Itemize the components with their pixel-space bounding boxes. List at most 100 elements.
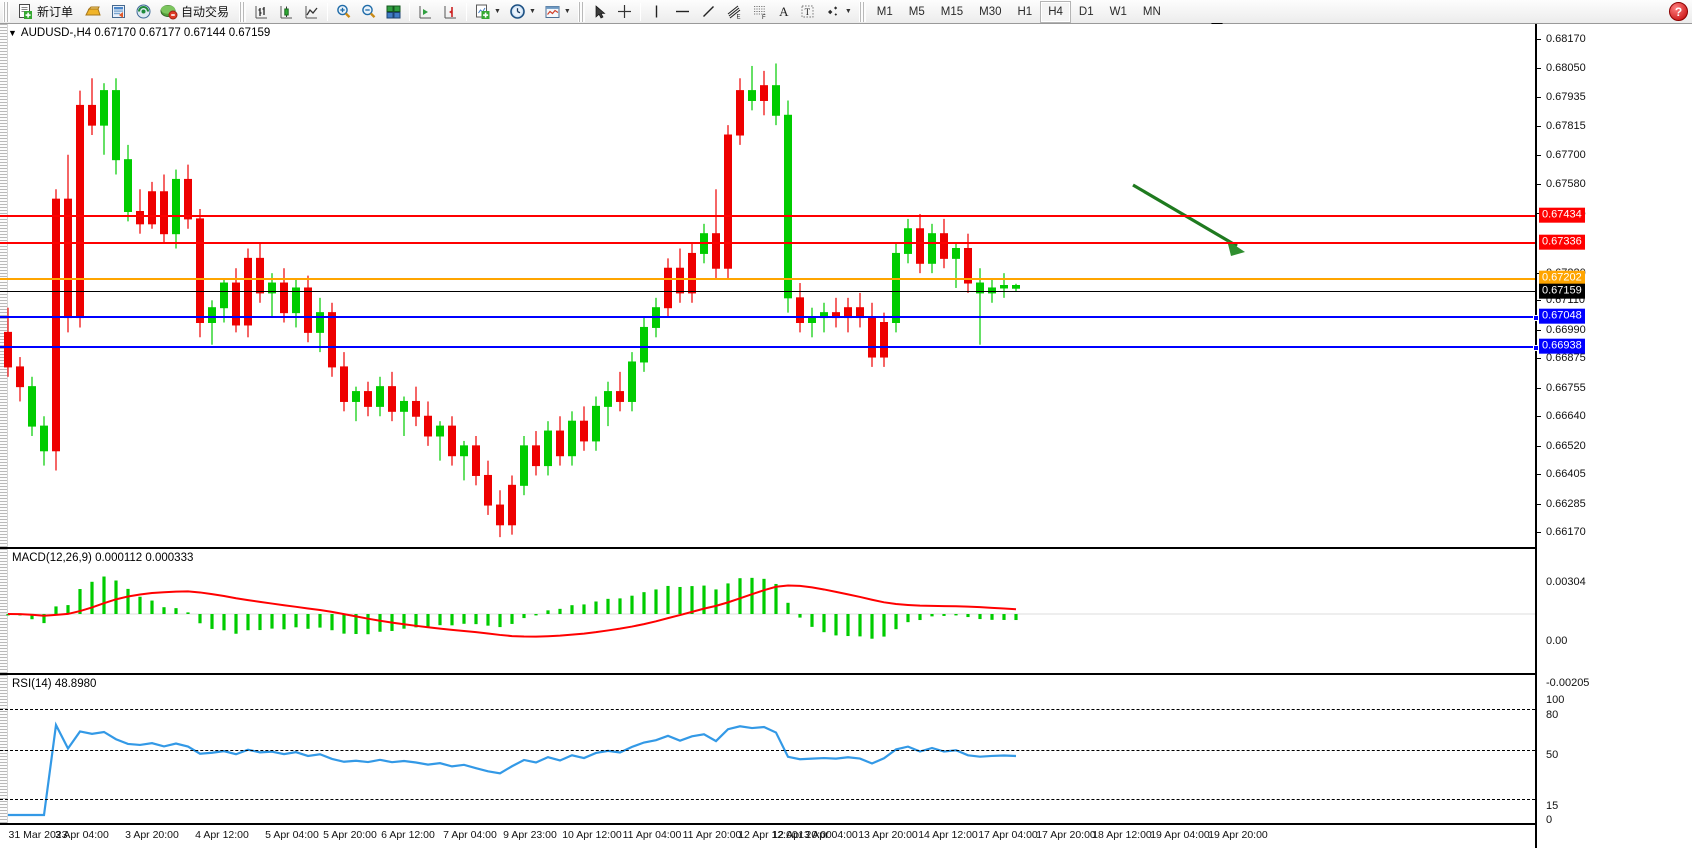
- signals-icon-button[interactable]: [131, 1, 156, 23]
- trend-arrow-annotation: [1132, 183, 1245, 256]
- price-level-tag[interactable]: 0.67048: [1539, 308, 1585, 324]
- chart-area[interactable]: ▼ AUDUSD-,H4 0.67170 0.67177 0.67144 0.6…: [0, 23, 1692, 848]
- price-tick-mark: [1537, 154, 1541, 156]
- symbol-ohlc-label: AUDUSD-,H4 0.67170 0.67177 0.67144 0.671…: [20, 27, 271, 39]
- time-axis-label: 14 Apr 12:00: [918, 829, 978, 841]
- price-level-tag[interactable]: 0.67202: [1539, 270, 1585, 286]
- chevron-down-icon-2[interactable]: ▼: [528, 8, 536, 15]
- zoom-out-button[interactable]: [356, 1, 381, 23]
- bar-chart-icon-button[interactable]: [249, 1, 274, 23]
- resistance-line-2[interactable]: [0, 242, 1535, 244]
- collapse-icon[interactable]: ▼: [8, 28, 17, 38]
- time-axis-label: 4 Apr 12:00: [195, 829, 249, 841]
- auto-trading-label: 自动交易: [181, 5, 230, 19]
- vertical-line-button[interactable]: [644, 1, 669, 23]
- text-button[interactable]: A: [779, 3, 789, 19]
- price-axis[interactable]: 0.68170 0.68050 0.67935 0.67815 0.67700 0.675…: [1535, 24, 1692, 848]
- price-tick-label: 0.68170: [1546, 32, 1586, 45]
- timeframe-h1[interactable]: H1: [1017, 5, 1033, 18]
- help-button[interactable]: ?: [1669, 2, 1688, 21]
- support-line-2-handle[interactable]: [1533, 345, 1539, 351]
- support-line-1[interactable]: [0, 315, 1539, 321]
- macd-plot: [0, 576, 1535, 639]
- shift-start-button[interactable]: [413, 1, 438, 23]
- new-chart-button[interactable]: ▼: [470, 1, 505, 23]
- price-tick-label: 0.66520: [1546, 439, 1586, 452]
- time-axis-label: 17 Apr 20:00: [1036, 829, 1096, 841]
- time-axis-label: 3 Apr 20:00: [125, 829, 179, 841]
- time-axis-label: 10 Apr 12:00: [562, 829, 622, 841]
- templates-button[interactable]: ▼: [540, 1, 575, 23]
- gold-bar-icon-button[interactable]: [80, 1, 106, 23]
- price-level-tag[interactable]: 0.67434: [1539, 207, 1585, 223]
- macd-panel-top-border: [0, 547, 1535, 549]
- candlestick-plot: [4, 63, 1245, 538]
- time-axis-label: 3 Apr 04:00: [55, 829, 109, 841]
- auto-trading-button[interactable]: 自动交易: [156, 1, 236, 23]
- macd-panel-grip[interactable]: [0, 549, 8, 673]
- chevron-down-icon[interactable]: ▼: [494, 8, 501, 15]
- cursor-button[interactable]: [588, 1, 612, 23]
- timeframe-m30[interactable]: M30: [979, 5, 1002, 18]
- price-tick-label: 0.66405: [1546, 468, 1586, 481]
- timeframe-m1[interactable]: M1: [876, 5, 893, 18]
- new-order-button[interactable]: 新订单: [13, 1, 80, 23]
- chevron-down-icon-3[interactable]: ▼: [563, 8, 571, 15]
- rsi-panel[interactable]: RSI(14) 48.8980: [0, 673, 1535, 823]
- timeframe-d1[interactable]: D1: [1078, 5, 1094, 18]
- trend-line-button[interactable]: [696, 1, 721, 23]
- price-level-tag[interactable]: 0.67159: [1539, 283, 1585, 299]
- shapes-button[interactable]: ▼: [820, 1, 856, 23]
- chevron-down-icon-4[interactable]: ▼: [844, 8, 852, 15]
- support-line-1-handle[interactable]: [1533, 315, 1539, 321]
- main-toolbar: 新订单: [0, 0, 1692, 24]
- zoom-in-button[interactable]: [331, 1, 356, 23]
- price-panel[interactable]: [0, 24, 1539, 547]
- rsi-panel-grip[interactable]: [0, 675, 8, 823]
- time-axis-label: 13 Apr 04:00: [798, 829, 858, 841]
- price-tick-label: 0.67700: [1546, 148, 1586, 161]
- timeframe-w1[interactable]: W1: [1109, 5, 1127, 18]
- toolbar-separator-2: [409, 2, 411, 21]
- indicator-tick-label: 100: [1546, 694, 1565, 706]
- equidistant-channel-button[interactable]: E: [721, 1, 747, 23]
- price-tick-label: 0.66170: [1546, 526, 1586, 539]
- macd-panel[interactable]: MACD(12,26,9) 0.000112 0.000333: [0, 547, 1535, 673]
- terminal-icon-button[interactable]: [106, 1, 131, 23]
- support-line-2[interactable]: [0, 345, 1539, 351]
- tile-windows-button[interactable]: [381, 1, 406, 23]
- price-tick-mark: [1537, 532, 1541, 534]
- price-tick-mark: [1537, 300, 1541, 302]
- price-tick-mark: [1537, 445, 1541, 447]
- time-axis-label: 6 Apr 12:00: [381, 829, 435, 841]
- toolbar-grip-4[interactable]: [858, 1, 866, 22]
- toolbar-grip-2[interactable]: [239, 1, 247, 22]
- timeframe-m5[interactable]: M5: [908, 5, 925, 18]
- fibonacci-button[interactable]: F: [747, 1, 773, 23]
- resistance-line-1[interactable]: [0, 215, 1535, 217]
- price-tick-label: 0.67815: [1546, 120, 1586, 133]
- price-level-tag[interactable]: 0.66938: [1539, 338, 1585, 354]
- timeframe-h4[interactable]: H4: [1040, 0, 1071, 23]
- price-level-tag[interactable]: 0.67336: [1539, 234, 1585, 250]
- timeframe-m15[interactable]: M15: [940, 5, 964, 18]
- symbol-header: ▼ AUDUSD-,H4 0.67170 0.67177 0.67144 0.6…: [8, 27, 270, 39]
- shift-end-button[interactable]: [438, 1, 463, 23]
- toolbar-separator-3: [466, 2, 468, 21]
- price-tick-mark: [1537, 329, 1541, 331]
- line-chart-icon-button[interactable]: [299, 1, 324, 23]
- pivot-line[interactable]: [0, 278, 1535, 280]
- toolbar-grip-3[interactable]: [577, 1, 585, 22]
- period-button[interactable]: ▼: [505, 1, 540, 23]
- horizontal-line-button[interactable]: [669, 1, 696, 23]
- candlestick-chart-icon-button[interactable]: [274, 1, 299, 23]
- rsi-panel-top-border: [0, 673, 1535, 675]
- price-panel-grip[interactable]: [0, 24, 8, 547]
- crosshair-button[interactable]: [612, 1, 637, 23]
- timeframe-mn[interactable]: MN: [1142, 5, 1161, 18]
- time-axis-label: 18 Apr 12:00: [1092, 829, 1152, 841]
- indicator-tick-label: 0.00304: [1546, 576, 1586, 588]
- toolbar-grip[interactable]: [3, 1, 10, 22]
- text-label-button[interactable]: T: [795, 1, 820, 23]
- current-price-line[interactable]: [0, 291, 1535, 292]
